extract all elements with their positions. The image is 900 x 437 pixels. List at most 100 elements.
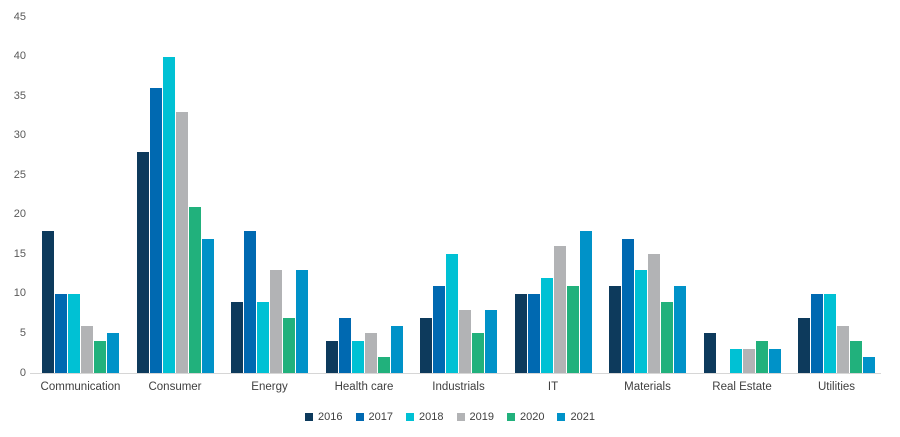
bar-2016-real-estate — [703, 333, 716, 373]
bar-2017-energy — [244, 230, 256, 373]
bar-group-utilities — [798, 17, 875, 373]
x-label-utilities: Utilities — [817, 381, 856, 393]
bar-2021-health-care — [390, 325, 403, 373]
y-tick-label-20: 20 — [13, 208, 26, 221]
y-axis: 0 5 10 15 20 25 30 35 40 45 — [0, 11, 26, 379]
bar-2018-communication — [68, 293, 80, 373]
bar-2017-materials — [622, 238, 634, 373]
bar-2016-health-care — [325, 341, 338, 373]
legend-label-2018: 2018 — [419, 411, 444, 423]
bar-2020-industrials — [472, 333, 484, 373]
bar-2021-consumer — [201, 238, 214, 373]
bar-2019-health-care — [364, 333, 377, 373]
bar-2019-materials — [648, 254, 660, 373]
legend-swatch-2017 — [355, 413, 364, 421]
x-label-real-estate: Real Estate — [712, 381, 772, 393]
x-label-materials: Materials — [624, 381, 671, 393]
bar-group-communication — [42, 17, 119, 373]
bar-2017-industrials — [433, 285, 445, 373]
bar-2016-consumer — [136, 151, 149, 373]
bar-2017-it — [527, 293, 540, 373]
bar-2017-communication — [55, 293, 67, 373]
legend-swatch-2021 — [557, 413, 566, 421]
legend-label-2021: 2021 — [570, 411, 595, 423]
bar-2018-energy — [257, 301, 269, 373]
bar-group-real-estate — [703, 17, 781, 373]
x-label-industrials: Industrials — [432, 381, 485, 393]
bar-2016-utilities — [798, 317, 810, 373]
bar-2021-it — [579, 230, 592, 373]
legend-swatch-2016 — [305, 413, 314, 421]
bar-2018-materials — [635, 270, 647, 373]
y-tick-label-10: 10 — [13, 287, 26, 300]
bar-2018-industrials — [446, 254, 458, 373]
x-label-communication: Communication — [40, 381, 121, 393]
legend-swatch-2020 — [506, 413, 515, 421]
bar-2019-utilities — [837, 325, 849, 373]
x-label-energy: Energy — [251, 381, 288, 393]
bar-group-health-care — [325, 17, 403, 373]
legend: 2016 2017 2018 2019 2020 2021 — [0, 411, 900, 423]
bar-2019-industrials — [459, 309, 471, 373]
bar-2019-communication — [81, 325, 93, 373]
bar-2020-it — [566, 285, 579, 373]
bar-group-materials — [609, 17, 686, 373]
bar-2017-health-care — [338, 317, 351, 373]
bar-2020-energy — [283, 317, 295, 373]
bar-2019-it — [553, 246, 566, 373]
y-tick-label-25: 25 — [13, 168, 26, 181]
bar-2016-energy — [231, 301, 243, 373]
legend-label-2020: 2020 — [519, 411, 545, 423]
y-tick-label-35: 35 — [13, 89, 26, 102]
bar-group-it — [514, 17, 592, 373]
bar-2021-industrials — [485, 309, 497, 373]
y-tick-label-40: 40 — [13, 50, 26, 63]
bar-2021-real-estate — [768, 349, 781, 373]
y-tick-label-5: 5 — [19, 326, 26, 339]
bar-group-energy — [231, 17, 308, 373]
bar-2018-utilities — [824, 293, 836, 373]
bar-2016-materials — [609, 285, 621, 373]
bar-2018-consumer — [162, 56, 175, 373]
bar-2020-communication — [94, 341, 106, 373]
bar-2020-materials — [661, 301, 673, 373]
legend-item-2020: 2020 — [506, 411, 545, 423]
bar-2020-utilities — [850, 341, 862, 373]
x-axis-labels: Communication Consumer Energy Health care In… — [36, 381, 881, 393]
plot-area — [36, 17, 881, 373]
bar-2019-consumer — [175, 111, 188, 373]
bar-2017-consumer — [149, 88, 162, 373]
x-label-consumer: Consumer — [148, 381, 202, 393]
x-axis-line — [30, 373, 881, 374]
bar-2020-consumer — [188, 206, 201, 373]
y-tick-label-0: 0 — [19, 366, 26, 379]
bar-2016-it — [514, 293, 527, 373]
legend-swatch-2018 — [406, 413, 415, 421]
bar-2021-communication — [107, 333, 119, 373]
bar-2018-it — [540, 278, 553, 373]
bar-2016-communication — [42, 230, 54, 373]
bar-2021-materials — [674, 285, 686, 373]
bar-2020-real-estate — [755, 341, 768, 373]
bar-2020-health-care — [377, 357, 390, 373]
x-label-it: IT — [547, 381, 559, 393]
x-label-health-care: Health care — [334, 381, 394, 393]
legend-item-2018: 2018 — [406, 411, 444, 423]
bar-group-industrials — [420, 17, 497, 373]
legend-item-2017: 2017 — [355, 411, 394, 423]
bar-2016-industrials — [420, 317, 432, 373]
y-tick-label-15: 15 — [13, 247, 26, 260]
bar-group-consumer — [136, 17, 214, 373]
bar-2018-health-care — [351, 341, 364, 373]
bar-2021-utilities — [863, 357, 875, 373]
legend-label-2017: 2017 — [368, 411, 394, 423]
legend-label-2019: 2019 — [469, 411, 494, 423]
bar-2021-energy — [296, 270, 308, 373]
bar-2019-energy — [270, 270, 282, 373]
legend-item-2021: 2021 — [557, 411, 595, 423]
legend-item-2019: 2019 — [456, 411, 494, 423]
bar-2019-real-estate — [742, 349, 755, 373]
bar-2018-real-estate — [729, 349, 742, 373]
y-tick-label-45: 45 — [13, 10, 26, 23]
